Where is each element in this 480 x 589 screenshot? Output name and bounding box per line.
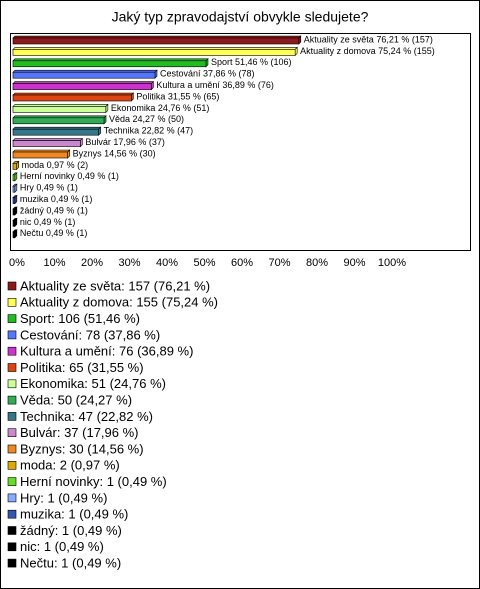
legend-label: Bulvár: 37 (17,96 %): [20, 425, 139, 440]
bar: [12, 208, 16, 216]
x-tick-label: 20%: [81, 257, 103, 269]
bar: [12, 37, 300, 45]
legend-label: Herní novinky: 1 (0,49 %): [20, 474, 167, 489]
legend-label: Cestování: 78 (37,86 %): [20, 327, 160, 342]
data-label: Věda 24,27 % (50): [109, 114, 184, 124]
x-tick-label: 60%: [231, 257, 253, 269]
legend-swatch: [7, 297, 17, 307]
legend-label: Hry: 1 (0,49 %): [20, 490, 107, 505]
data-label: Hry 0,49 % (1): [20, 183, 78, 193]
data-label: Cestování 37,86 % (78): [160, 69, 255, 79]
legend-label: Nečtu: 1 (0,49 %): [20, 556, 121, 571]
bar: [12, 174, 16, 182]
bar: [12, 60, 207, 68]
legend-swatch: [7, 281, 17, 291]
data-label: žádný 0,49 % (1): [20, 205, 88, 215]
bar: [12, 83, 152, 90]
x-tick-label: 30%: [118, 257, 140, 269]
bar-top: [12, 126, 102, 130]
bar-top: [12, 69, 158, 73]
legend-swatch: [7, 346, 17, 356]
legend-swatch: [7, 509, 17, 519]
data-label: Byznys 14,56 % (30): [73, 148, 156, 158]
bar-top: [12, 92, 135, 96]
data-label: Nečtu 0,49 % (1): [20, 228, 88, 238]
bar: [12, 94, 132, 102]
legend-label: žádný: 1 (0,49 %): [20, 523, 122, 538]
bar: [12, 185, 16, 193]
bar-top: [12, 138, 84, 141]
bar: [12, 128, 99, 136]
data-label: Herní novinky 0,49 % (1): [20, 171, 119, 181]
legend-label: Ekonomika: 51 (24,76 %): [20, 376, 166, 391]
plot-frame: [10, 33, 471, 251]
legend-swatch: [7, 444, 17, 454]
data-label: Bulvár 17,96 % (37): [85, 137, 165, 147]
bar: [12, 197, 16, 204]
x-tick-label: 0%: [9, 257, 25, 269]
x-tick-label: 10%: [43, 257, 65, 269]
legend-label: Kultura a umění: 76 (36,89 %): [20, 344, 193, 359]
bar: [12, 140, 81, 147]
bar: [12, 71, 156, 79]
data-label: Ekonomika 24,76 % (51): [111, 103, 210, 113]
x-tick-label: 40%: [156, 257, 178, 269]
x-tick-label: 100%: [378, 257, 406, 269]
legend-label: moda: 2 (0,97 %): [20, 458, 120, 473]
legend-label: Technika: 47 (22,82 %): [20, 409, 153, 424]
bar: [12, 163, 17, 170]
legend-label: Aktuality z domova: 155 (75,24 %): [20, 295, 218, 310]
legend-swatch: [7, 542, 17, 552]
data-label: Technika 22,82 % (47): [104, 126, 194, 136]
bar-top: [12, 149, 71, 153]
legend-label: nic: 1 (0,49 %): [20, 539, 104, 554]
legend-swatch: [7, 526, 17, 535]
legend-label: Věda: 50 (24,27 %): [20, 393, 132, 408]
legend-label: Sport: 106 (51,46 %): [20, 311, 140, 326]
data-label: Politika 31,55 % (65): [136, 91, 219, 101]
legend-swatch: [7, 460, 17, 470]
x-tick-label: 70%: [268, 257, 290, 269]
data-label: Aktuality z domova 75,24 % (155): [300, 46, 435, 56]
bar: [12, 220, 16, 227]
legend-swatch: [7, 395, 17, 405]
data-label: nic 0,49 % (1): [20, 217, 76, 227]
data-label: Kultura a umění 36,89 % (76): [156, 80, 274, 90]
bar: [12, 106, 107, 113]
legend-label: muzika: 1 (0,49 %): [20, 507, 128, 522]
bar: [12, 117, 105, 125]
legend-swatch: [7, 379, 17, 389]
data-label: moda 0,97 % (2): [22, 160, 89, 170]
x-tick-label: 80%: [306, 257, 328, 269]
legend-swatch: [7, 330, 17, 340]
legend-label: Politika: 65 (31,55 %): [20, 360, 144, 375]
legend-swatch: [7, 314, 17, 323]
legend-label: Byznys: 30 (14,56 %): [20, 441, 144, 456]
data-label: Sport 51,46 % (106): [211, 57, 292, 67]
data-label: Aktuality ze světa 76,21 % (157): [304, 34, 433, 44]
legend-swatch: [7, 558, 17, 568]
bar-top: [12, 104, 109, 107]
legend-swatch: [7, 493, 17, 503]
bar: [12, 231, 16, 239]
legend-swatch: [7, 428, 17, 438]
bar: [12, 151, 68, 159]
legend-swatch: [7, 363, 17, 372]
chart-title: Jaký typ zpravodajství obvykle sledujete…: [112, 9, 369, 25]
x-tick-label: 90%: [343, 257, 365, 269]
bar: [12, 49, 296, 56]
legend-swatch: [7, 477, 17, 486]
bar-top: [12, 81, 155, 84]
legend-swatch: [7, 412, 17, 421]
bar-top: [12, 115, 107, 119]
legend-label: Aktuality ze světa: 157 (76,21 %): [20, 278, 210, 293]
data-label: muzika 0,49 % (1): [20, 194, 93, 204]
x-tick-label: 50%: [193, 257, 215, 269]
